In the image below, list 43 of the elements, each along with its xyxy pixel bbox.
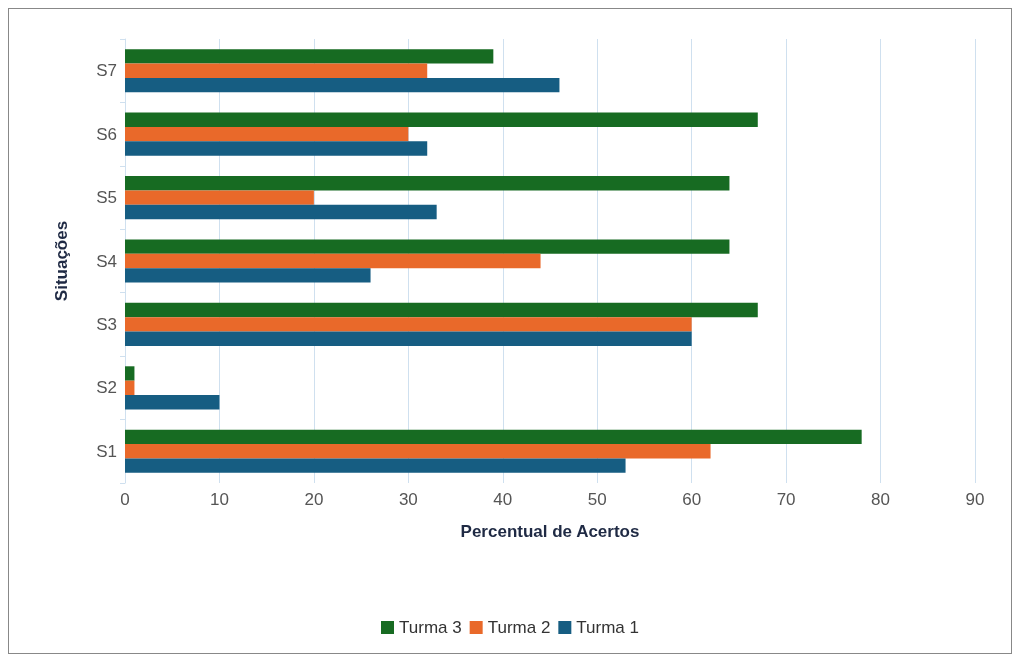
x-tick-label: 60 bbox=[682, 490, 702, 509]
x-tick-label: 0 bbox=[120, 490, 130, 509]
bar bbox=[125, 268, 371, 283]
bar bbox=[125, 366, 135, 381]
bar bbox=[125, 429, 862, 445]
x-tick-label: 80 bbox=[871, 490, 891, 509]
bar bbox=[125, 302, 758, 318]
x-tick-label: 20 bbox=[304, 490, 324, 509]
x-tick-label: 70 bbox=[776, 490, 796, 509]
bar bbox=[125, 77, 560, 93]
x-tick-label: 30 bbox=[398, 490, 418, 509]
bar bbox=[125, 380, 135, 396]
y-tick-label: S4 bbox=[96, 251, 117, 271]
bar bbox=[125, 141, 428, 156]
bar bbox=[125, 49, 494, 64]
bar bbox=[125, 204, 437, 220]
y-tick-label: S5 bbox=[96, 188, 117, 208]
bar bbox=[125, 126, 409, 142]
x-tick-label: 50 bbox=[587, 490, 607, 509]
y-axis-title: Situações bbox=[52, 220, 71, 302]
y-tick-label: S3 bbox=[96, 314, 117, 334]
bar bbox=[125, 395, 220, 410]
bar bbox=[125, 253, 541, 269]
legend-label: Turma 1 bbox=[576, 618, 639, 637]
y-tick-label: S7 bbox=[96, 61, 117, 81]
bar bbox=[125, 190, 314, 205]
legend-label: Turma 2 bbox=[487, 618, 551, 637]
x-tick-label: 10 bbox=[209, 490, 229, 509]
legend-label: Turma 3 bbox=[399, 618, 462, 637]
bar bbox=[125, 444, 711, 459]
bar bbox=[125, 239, 730, 254]
bar bbox=[125, 317, 692, 332]
bar bbox=[125, 112, 758, 127]
x-axis-title: Percentual de Acertos bbox=[460, 522, 640, 541]
bar bbox=[125, 458, 626, 473]
y-tick-label: S2 bbox=[96, 378, 117, 398]
y-tick-label: S1 bbox=[96, 441, 117, 461]
x-tick-label: 40 bbox=[493, 490, 513, 509]
y-tick-label: S6 bbox=[96, 124, 117, 144]
bar bbox=[125, 331, 692, 346]
bar bbox=[125, 63, 428, 78]
x-tick-label: 90 bbox=[965, 490, 985, 509]
bar bbox=[125, 176, 730, 191]
